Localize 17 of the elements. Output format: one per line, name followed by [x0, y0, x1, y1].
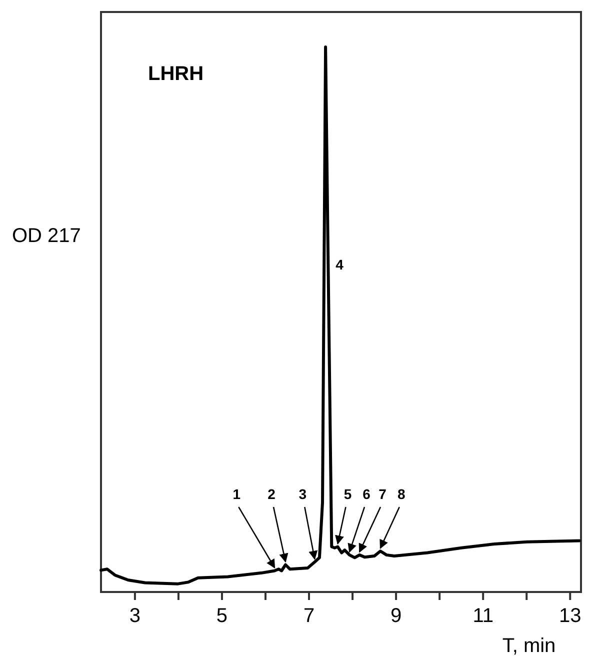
annotation: 8	[397, 486, 406, 502]
x-tick-label: 9	[390, 605, 402, 627]
annotation: 2	[268, 486, 276, 502]
x-tick-label: 3	[129, 605, 141, 627]
annotation: 3	[298, 486, 307, 502]
text: LHRH	[148, 63, 204, 85]
annotation: 6	[362, 486, 371, 502]
x-axis-title: T, min	[502, 635, 556, 657]
annotation: 4	[336, 256, 344, 272]
x-tick-label: 13	[558, 605, 582, 627]
y-axis-title: OD 217	[12, 225, 81, 247]
annotation: 5	[344, 486, 352, 502]
x-tick-label: 7	[303, 605, 315, 627]
x-tick-label: 11	[472, 605, 494, 627]
annotation: 7	[378, 486, 387, 502]
annotation: 1	[232, 486, 241, 502]
x-tick-label: 5	[216, 605, 228, 627]
